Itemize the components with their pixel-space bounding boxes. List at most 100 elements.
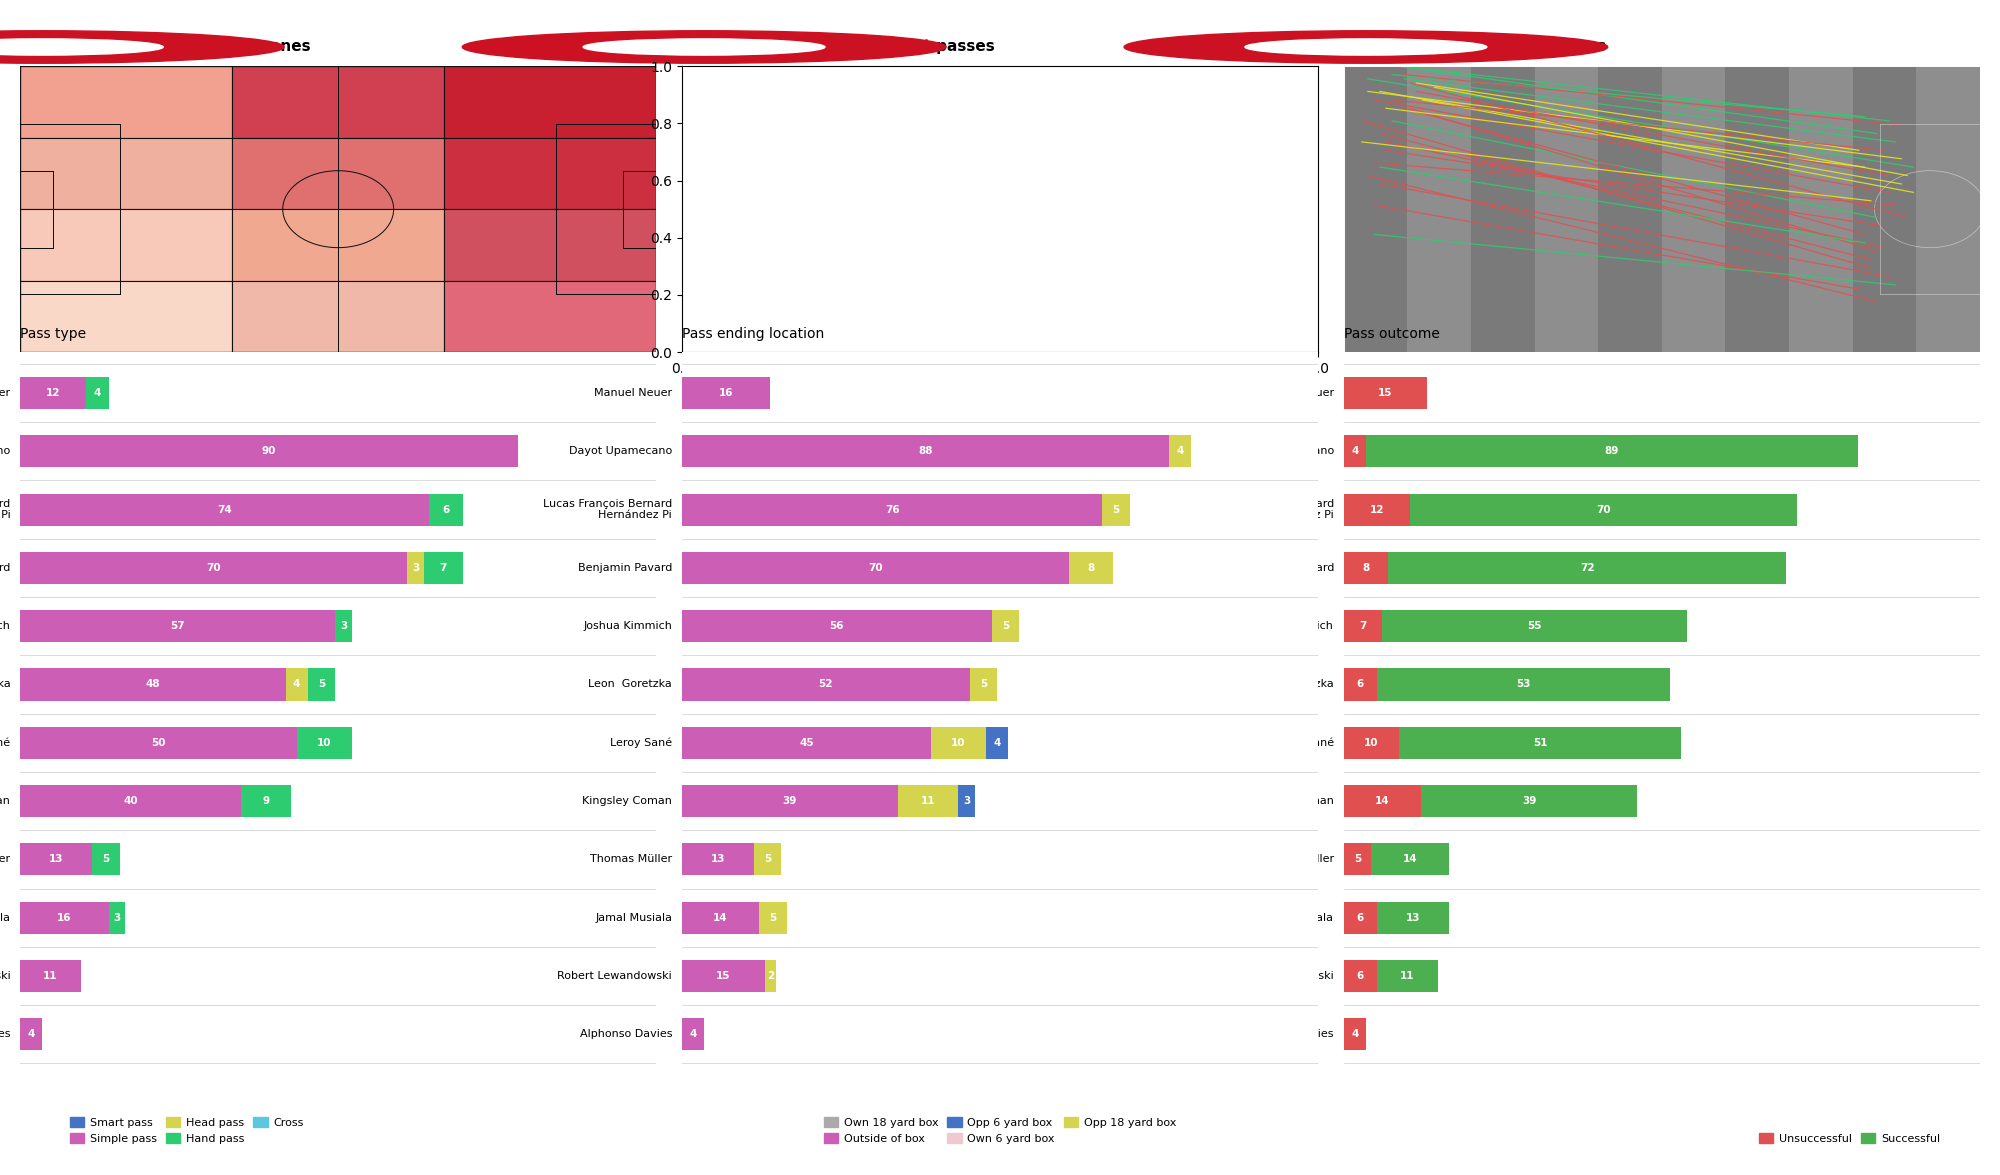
Text: 5: 5 [1002, 622, 1010, 631]
Bar [760, 901, 786, 934]
Text: 11: 11 [44, 971, 58, 981]
Bar [1344, 960, 1376, 992]
Bar [754, 844, 782, 875]
Text: 57: 57 [170, 622, 186, 631]
Bar [296, 727, 352, 759]
Text: 39: 39 [1522, 797, 1536, 806]
Text: 6: 6 [1356, 913, 1364, 922]
Bar [1118, 150, 1252, 268]
Bar [20, 494, 430, 525]
Text: 4: 4 [690, 1029, 696, 1040]
Bar [444, 137, 656, 209]
Text: Bayern München Crosses: Bayern München Crosses [1392, 40, 1606, 54]
Text: 4: 4 [292, 679, 300, 690]
Text: 5: 5 [980, 679, 988, 690]
Bar [20, 785, 242, 817]
Bar [682, 785, 898, 817]
Circle shape [1244, 39, 1486, 55]
Text: 14: 14 [1402, 854, 1418, 865]
Text: 50: 50 [152, 738, 166, 747]
Text: 7: 7 [440, 563, 448, 573]
Bar [20, 1019, 42, 1050]
Text: 70: 70 [868, 563, 882, 573]
Bar [20, 669, 286, 700]
Bar [1598, 66, 1662, 352]
Text: 4: 4 [1352, 446, 1358, 456]
Text: 12: 12 [1370, 504, 1384, 515]
Bar [986, 727, 1008, 759]
Bar [1344, 901, 1376, 934]
Bar [1726, 66, 1790, 352]
Bar [430, 494, 462, 525]
Bar [20, 727, 296, 759]
Text: 72: 72 [1580, 563, 1594, 573]
Text: 12: 12 [46, 388, 60, 398]
Text: 53: 53 [1516, 679, 1530, 690]
Bar [682, 494, 1102, 525]
Bar [232, 209, 444, 281]
Bar [1190, 66, 1254, 352]
Bar [992, 610, 1020, 643]
Text: 8: 8 [1088, 563, 1094, 573]
Bar [1376, 901, 1448, 934]
Bar [92, 844, 120, 875]
Bar [1344, 435, 1366, 468]
Bar [1254, 66, 1318, 352]
Bar [20, 209, 232, 281]
Bar [1534, 66, 1598, 352]
Text: 5: 5 [102, 854, 110, 865]
Circle shape [0, 39, 164, 55]
Bar [682, 610, 992, 643]
Text: 15: 15 [716, 971, 730, 981]
Text: Bayern München Smart passes: Bayern München Smart passes [730, 40, 994, 54]
Text: 16: 16 [718, 388, 734, 398]
Text: 16: 16 [58, 913, 72, 922]
Bar [1372, 844, 1448, 875]
Bar [408, 552, 424, 584]
Text: 4: 4 [994, 738, 1000, 747]
Bar [1662, 66, 1726, 352]
Bar [682, 66, 746, 352]
Text: 8: 8 [1362, 563, 1370, 573]
Bar [1410, 494, 1798, 525]
Text: 76: 76 [884, 504, 900, 515]
Bar [20, 552, 408, 584]
Bar [936, 66, 1000, 352]
Bar [20, 66, 232, 137]
Bar [1168, 435, 1190, 468]
Bar [1070, 552, 1114, 584]
Bar [682, 552, 1070, 584]
Bar [20, 435, 518, 468]
Text: 7: 7 [1360, 622, 1366, 631]
Bar [682, 844, 754, 875]
Bar [1376, 960, 1438, 992]
Text: 89: 89 [1604, 446, 1620, 456]
Bar [444, 281, 656, 352]
Bar [20, 901, 108, 934]
Bar [1344, 669, 1376, 700]
Text: 5: 5 [1354, 854, 1362, 865]
Bar [20, 610, 336, 643]
Text: 51: 51 [1532, 738, 1548, 747]
Bar [970, 669, 998, 700]
Bar [232, 66, 444, 137]
Bar [1470, 66, 1534, 352]
Bar [1000, 66, 1064, 352]
Text: Bayern München Pass zones: Bayern München Pass zones [68, 40, 310, 54]
Bar [336, 610, 352, 643]
Text: 4: 4 [1352, 1029, 1358, 1040]
Bar [764, 960, 776, 992]
Bar [1344, 494, 1410, 525]
Bar [958, 785, 976, 817]
Bar [1852, 66, 1916, 352]
Text: 90: 90 [262, 446, 276, 456]
Bar [682, 1019, 704, 1050]
Circle shape [584, 39, 826, 55]
Bar [1344, 552, 1388, 584]
Bar [1916, 66, 1980, 352]
Text: 13: 13 [48, 854, 64, 865]
Text: 13: 13 [710, 854, 726, 865]
Bar [108, 901, 126, 934]
Bar [930, 727, 986, 759]
Bar [424, 552, 462, 584]
